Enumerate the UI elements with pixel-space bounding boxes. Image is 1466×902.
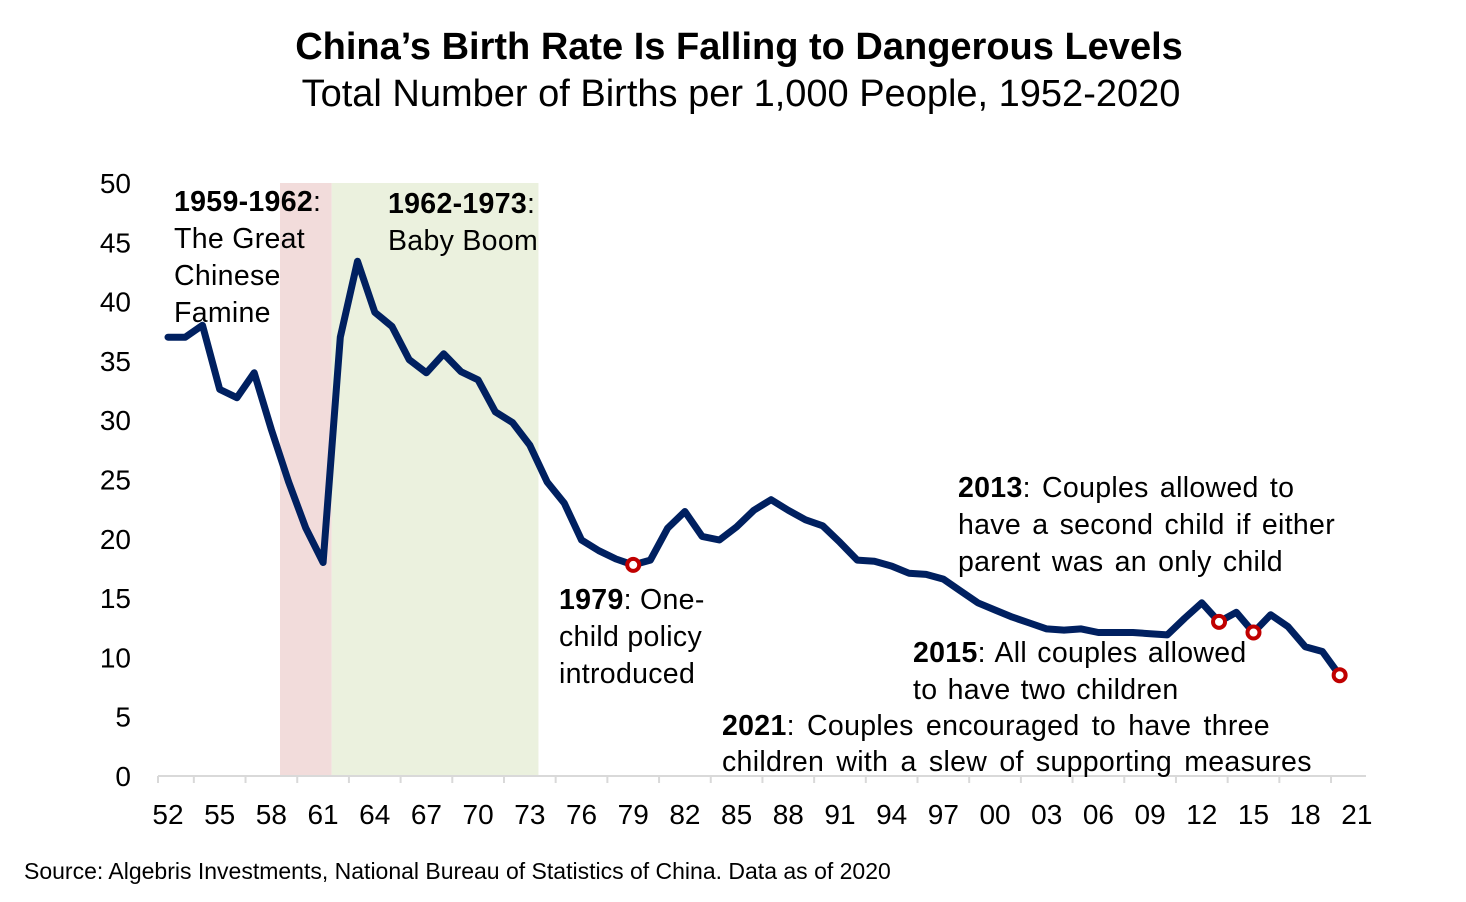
x-tick-label: 12 bbox=[1186, 799, 1217, 830]
x-tick-label: 00 bbox=[979, 799, 1010, 830]
chart-subtitle: Total Number of Births per 1,000 People,… bbox=[301, 73, 1181, 115]
y-tick-label: 35 bbox=[100, 346, 131, 377]
annotation-line: Chinese bbox=[174, 260, 281, 292]
x-tick-label: 97 bbox=[928, 799, 959, 830]
annotation-bold: 1959-1962 bbox=[174, 186, 313, 218]
x-tick-label: 79 bbox=[618, 799, 649, 830]
annotation-line: : Couples allowed to bbox=[1022, 472, 1295, 504]
x-tick-label: 03 bbox=[1031, 799, 1062, 830]
annotation-famine: 1959-1962: The Great Chinese Famine bbox=[174, 184, 321, 332]
annotation-line: : bbox=[527, 188, 536, 220]
annotation-line: The Great bbox=[174, 223, 306, 255]
annotation-line: children with a slew of supporting measu… bbox=[722, 746, 1312, 778]
annotation-line: : All couples allowed bbox=[977, 637, 1247, 669]
y-tick-label: 5 bbox=[115, 702, 131, 733]
annotation-line: introduced bbox=[559, 658, 696, 690]
annotation-bold: 1962-1973 bbox=[388, 188, 527, 220]
annotation-line: to have two children bbox=[913, 674, 1179, 706]
x-tick-label: 85 bbox=[721, 799, 752, 830]
x-tick-label: 55 bbox=[204, 799, 235, 830]
y-tick-label: 10 bbox=[100, 642, 131, 673]
x-tick-label: 67 bbox=[411, 799, 442, 830]
annotation-bold: 2015 bbox=[913, 637, 978, 669]
source-note: Source: Algebris Investments, National B… bbox=[24, 858, 891, 884]
annotation-one-child: 1979: One- child policy introduced bbox=[559, 582, 705, 693]
y-tick-label: 15 bbox=[100, 583, 131, 614]
annotation-line: have a second child if either bbox=[958, 509, 1335, 541]
annotation-line: : One- bbox=[623, 584, 705, 616]
annotation-bold: 2013 bbox=[958, 472, 1023, 504]
x-tick-label: 88 bbox=[773, 799, 804, 830]
x-tick-label: 61 bbox=[307, 799, 338, 830]
x-tick-label: 82 bbox=[669, 799, 700, 830]
x-tick-label: 21 bbox=[1341, 799, 1372, 830]
annotation-baby-boom: 1962-1973: Baby Boom bbox=[388, 186, 538, 260]
annotation-line: : bbox=[313, 186, 322, 218]
x-tick-label: 91 bbox=[824, 799, 855, 830]
annotation-line: Baby Boom bbox=[388, 225, 539, 257]
highlight-marker-2015 bbox=[1245, 624, 1262, 641]
y-tick-label: 40 bbox=[100, 287, 131, 318]
x-tick-label: 15 bbox=[1238, 799, 1269, 830]
x-tick-label: 09 bbox=[1135, 799, 1166, 830]
annotation-line: Famine bbox=[174, 297, 271, 329]
annotation-bold: 1979 bbox=[559, 584, 624, 616]
x-tick-label: 76 bbox=[566, 799, 597, 830]
x-tick-label: 58 bbox=[256, 799, 287, 830]
x-tick-label: 73 bbox=[514, 799, 545, 830]
birth-rate-line bbox=[164, 257, 1344, 679]
y-tick-label: 20 bbox=[100, 524, 131, 555]
x-tick-label: 94 bbox=[876, 799, 907, 830]
annotation-2013: 2013: Couples allowed to have a second c… bbox=[958, 470, 1335, 581]
x-tick-label: 52 bbox=[152, 799, 183, 830]
y-tick-label: 50 bbox=[100, 168, 131, 199]
y-tick-label: 0 bbox=[115, 761, 131, 792]
chart-title: China’s Birth Rate Is Falling to Dangero… bbox=[295, 26, 1183, 68]
x-tick-label: 18 bbox=[1290, 799, 1321, 830]
highlight-marker-2013 bbox=[1211, 613, 1228, 630]
y-tick-label: 25 bbox=[100, 465, 131, 496]
y-tick-label: 30 bbox=[100, 405, 131, 436]
annotation-bold: 2021 bbox=[722, 710, 787, 742]
y-tick-label: 45 bbox=[100, 227, 131, 258]
annotation-line: child policy bbox=[559, 621, 702, 653]
annotation-2021: 2021: Couples encouraged to have three c… bbox=[722, 708, 1312, 780]
x-tick-label: 06 bbox=[1083, 799, 1114, 830]
annotation-line: parent was an only child bbox=[958, 546, 1283, 578]
highlight-marker-1979 bbox=[625, 556, 642, 573]
x-tick-label: 70 bbox=[463, 799, 494, 830]
annotation-2015: 2015: All couples allowed to have two ch… bbox=[913, 635, 1247, 709]
highlight-marker-2020 bbox=[1331, 667, 1348, 684]
x-tick-label: 64 bbox=[359, 799, 390, 830]
annotation-line: : Couples encouraged to have three bbox=[786, 710, 1270, 742]
